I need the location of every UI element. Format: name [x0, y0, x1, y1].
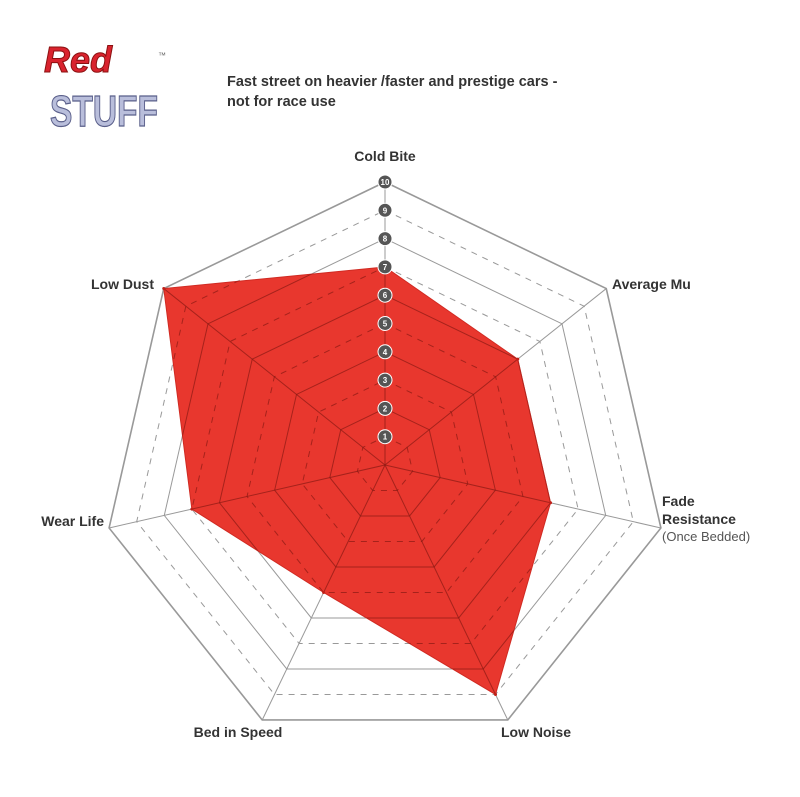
tick-badge — [377, 429, 393, 445]
tick-label: 10 — [381, 178, 390, 187]
redstuff-logo: Red STUFF ™ — [44, 39, 167, 137]
data-area — [163, 266, 552, 696]
axis-label: Low Noise — [501, 724, 571, 740]
axis-label: Average Mu — [612, 276, 691, 292]
data-point — [322, 590, 326, 594]
grid-ring — [218, 294, 551, 619]
axis-label: Resistance — [662, 511, 736, 527]
chart-subtitle: Fast street on heavier /faster and prest… — [227, 72, 647, 112]
tick-label: 1 — [383, 433, 388, 442]
tick-badge — [377, 400, 393, 416]
grid-ring — [108, 181, 662, 721]
grid-ring — [301, 379, 469, 542]
tick-badge — [377, 202, 393, 218]
tick-badge — [377, 316, 393, 331]
tick-label: 9 — [383, 206, 388, 215]
axis-label: Cold Bite — [354, 148, 416, 164]
svg-text:STUFF: STUFF — [50, 87, 158, 136]
data-point — [190, 507, 194, 511]
grid-spoke — [384, 288, 551, 466]
grid-ring — [356, 436, 414, 491]
data-point — [549, 501, 553, 505]
tick-badge — [377, 174, 393, 190]
data-point — [516, 357, 520, 361]
subtitle-line-1: Fast street on heavier /faster and prest… — [227, 74, 558, 90]
svg-text:™: ™ — [158, 51, 166, 60]
axis-label: Low Dust — [91, 276, 154, 292]
grid-spoke — [163, 464, 386, 529]
data-point — [494, 692, 498, 696]
grid-ring — [191, 266, 579, 644]
axis-label: Bed in Speed — [194, 724, 283, 740]
tick-badge — [377, 344, 393, 360]
data-point — [162, 287, 166, 291]
tick-label: 2 — [383, 404, 388, 413]
grid-spoke — [384, 464, 509, 695]
axis-label: Fade — [662, 493, 695, 509]
axis-label: Wear Life — [41, 513, 104, 529]
grid-ring — [274, 351, 496, 568]
axis-note: (Once Bedded) — [662, 529, 750, 544]
tick-label: 6 — [383, 291, 388, 300]
tick-badge — [377, 372, 393, 388]
tick-label: 7 — [383, 263, 388, 272]
grid-ring — [329, 407, 441, 517]
tick-label: 4 — [383, 348, 388, 357]
tick-label: 5 — [383, 320, 388, 329]
tick-label: 3 — [383, 376, 388, 385]
subtitle-line-2: not for race use — [227, 94, 336, 110]
grid-ring — [163, 266, 551, 695]
tick-badge — [377, 287, 393, 303]
grid-spoke — [163, 288, 386, 466]
tick-badge — [377, 259, 393, 275]
tick-badge — [377, 231, 393, 247]
grid-spoke — [384, 464, 551, 529]
svg-text:Red: Red — [44, 39, 113, 80]
tick-label: 8 — [383, 235, 388, 244]
